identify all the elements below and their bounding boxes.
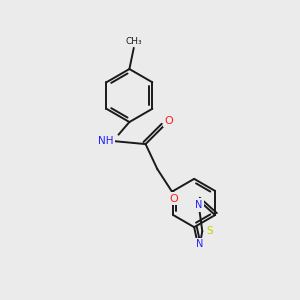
Text: O: O (169, 194, 178, 204)
Text: O: O (165, 116, 173, 126)
Text: CH₃: CH₃ (125, 37, 142, 46)
Text: NH: NH (98, 136, 113, 146)
Text: S: S (206, 226, 213, 236)
Text: N: N (195, 200, 202, 210)
Text: N: N (196, 239, 203, 249)
